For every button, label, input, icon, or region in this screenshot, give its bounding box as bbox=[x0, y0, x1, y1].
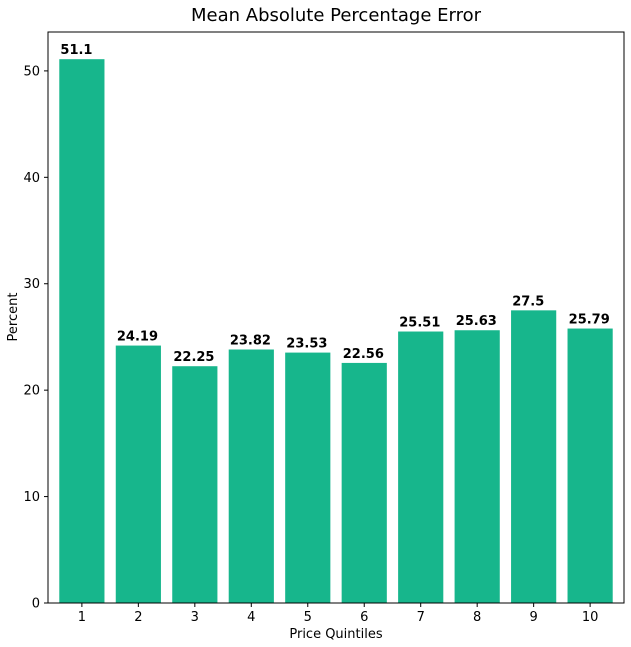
bar-8 bbox=[454, 330, 500, 603]
data-label-1: 51.1 bbox=[60, 43, 92, 58]
plot-frame bbox=[47, 31, 625, 604]
bar-5 bbox=[285, 352, 331, 603]
x-tick-label-6: 6 bbox=[360, 610, 368, 625]
data-label-4: 23.82 bbox=[230, 334, 271, 349]
bar-7 bbox=[398, 331, 444, 603]
x-tick-label-8: 8 bbox=[473, 610, 481, 625]
bar-6 bbox=[341, 362, 387, 603]
x-tick-label-9: 9 bbox=[530, 610, 538, 625]
bars-layer bbox=[59, 59, 613, 603]
chart-title: Mean Absolute Percentage Error bbox=[191, 5, 482, 26]
x-tick-label-7: 7 bbox=[417, 610, 425, 625]
y-tick-label-0: 0 bbox=[32, 597, 40, 612]
data-label-3: 22.25 bbox=[173, 350, 214, 365]
data-label-6: 22.56 bbox=[343, 347, 384, 362]
bar-9 bbox=[511, 310, 557, 603]
x-tick-label-1: 1 bbox=[78, 610, 86, 625]
y-tick-label-10: 10 bbox=[23, 490, 40, 505]
y-tick-label-20: 20 bbox=[23, 384, 40, 399]
axes-layer: 0 10 20 30 40 50 1 2 3 4 5 6 7 8 9 10 bbox=[23, 31, 625, 625]
data-label-8: 25.63 bbox=[456, 314, 497, 329]
y-axis-label: Percent bbox=[6, 293, 21, 342]
bar-4 bbox=[228, 349, 274, 603]
data-label-2: 24.19 bbox=[117, 330, 158, 345]
y-tick-label-30: 30 bbox=[23, 277, 40, 292]
data-labels-layer: 51.1 24.19 22.25 23.82 23.53 22.56 25.51 25.63 2… bbox=[60, 43, 609, 365]
data-label-10: 25.79 bbox=[569, 313, 610, 328]
bar-2 bbox=[115, 345, 161, 603]
bar-1 bbox=[59, 59, 105, 603]
data-label-5: 23.53 bbox=[286, 337, 327, 352]
x-tick-label-5: 5 bbox=[304, 610, 312, 625]
x-tick-label-10: 10 bbox=[582, 610, 599, 625]
x-axis-label: Price Quintiles bbox=[289, 627, 382, 642]
x-tick-label-2: 2 bbox=[134, 610, 142, 625]
x-tick-label-4: 4 bbox=[247, 610, 255, 625]
data-label-9: 27.5 bbox=[512, 294, 544, 309]
x-tick-label-3: 3 bbox=[191, 610, 199, 625]
bar-3 bbox=[172, 366, 218, 603]
data-label-7: 25.51 bbox=[399, 316, 440, 331]
y-tick-label-40: 40 bbox=[23, 171, 40, 186]
y-tick-label-50: 50 bbox=[23, 64, 40, 79]
bar-10 bbox=[567, 328, 613, 603]
